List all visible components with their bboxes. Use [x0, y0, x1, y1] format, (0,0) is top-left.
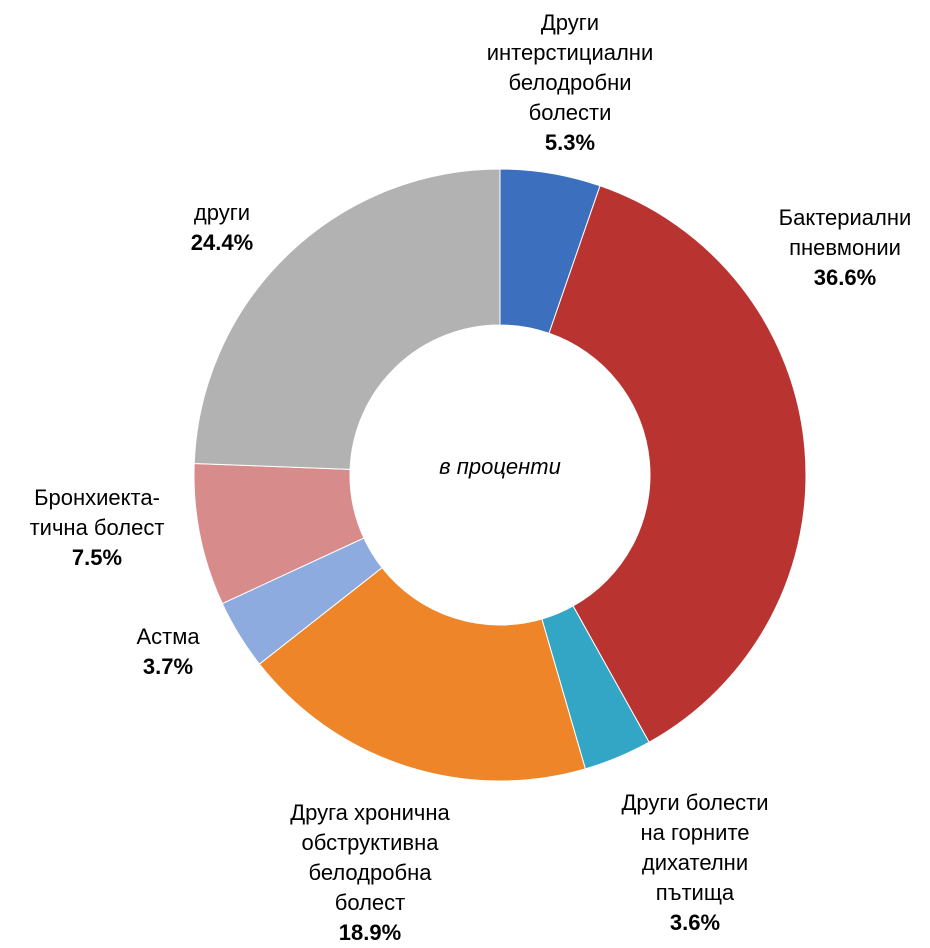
value-label: 7.5%	[71, 545, 123, 570]
slice-label: Други интерстициални белодробни болести 5…	[487, 8, 654, 158]
category-label: Астма	[136, 624, 200, 649]
donut-segment	[258, 566, 586, 782]
category-label: други	[193, 200, 251, 225]
donut-segment	[193, 168, 501, 470]
value-label: 36.6%	[813, 265, 877, 290]
category-label: Други болести на горните дихателни пътищ…	[621, 790, 769, 905]
donut-segment	[548, 185, 807, 743]
slice-label: други 24.4%	[191, 198, 253, 258]
value-label: 18.9%	[338, 920, 402, 945]
value-label: 3.6%	[669, 910, 721, 935]
category-label: Бронхиекта- тична болест	[29, 485, 165, 540]
slice-label: Бактериални пневмонии 36.6%	[779, 203, 912, 293]
slice-label: Друга хронична обструктивна белодробна б…	[290, 798, 450, 948]
value-label: 24.4%	[190, 230, 254, 255]
value-label: 3.7%	[142, 654, 194, 679]
category-label: Друга хронична обструктивна белодробна б…	[290, 800, 450, 915]
slice-label: Бронхиекта- тична болест 7.5%	[30, 483, 165, 573]
slice-label: Други болести на горните дихателни пътищ…	[621, 788, 768, 938]
value-label: 5.3%	[544, 130, 596, 155]
category-label: Други интерстициални белодробни болести	[486, 10, 654, 125]
center-label: в проценти	[439, 454, 561, 479]
category-label: Бактериални пневмонии	[778, 205, 912, 260]
slice-label: Астма 3.7%	[136, 622, 199, 682]
